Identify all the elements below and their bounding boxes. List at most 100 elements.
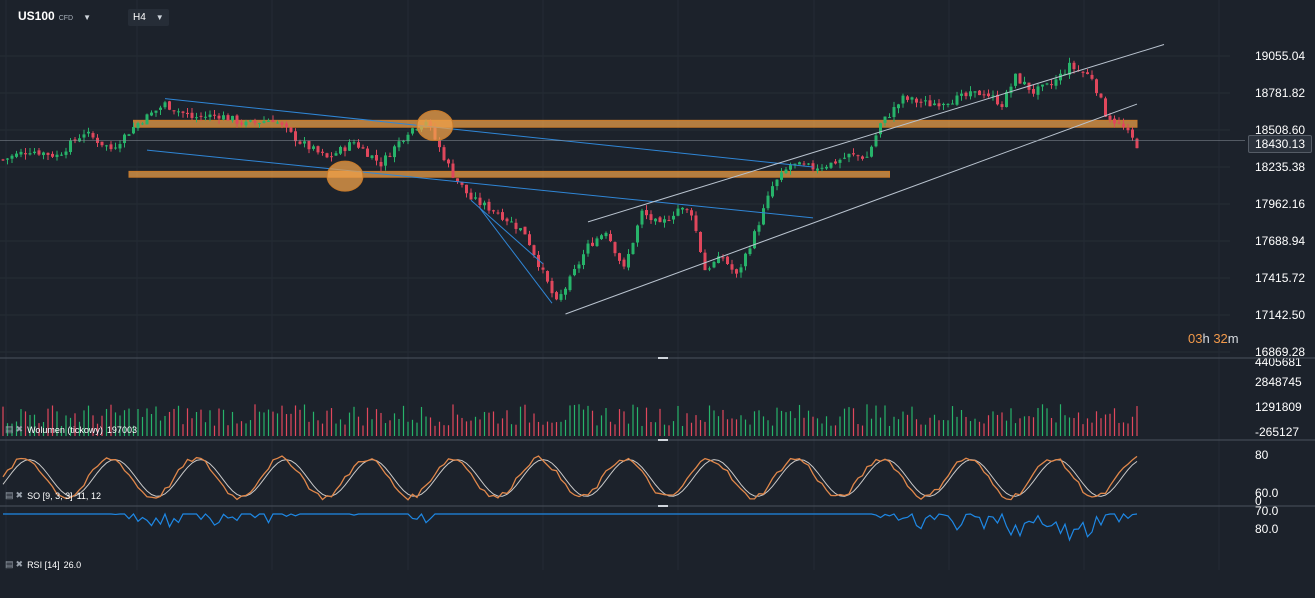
- rsi-pane: 80.0 70.0 60.0: [3, 486, 1279, 542]
- close-icon[interactable]: ✖: [15, 490, 24, 500]
- candle-body: [568, 276, 572, 291]
- candle-body: [1014, 73, 1017, 86]
- candle-body: [1063, 73, 1067, 75]
- candle-body: [1023, 81, 1026, 85]
- stochastic-signal-line: [2, 459, 1138, 497]
- candle-body: [802, 163, 806, 165]
- chart-toolbar: US100 CFD ▼ H4 ▼: [0, 0, 1230, 36]
- candle-body: [834, 161, 837, 164]
- candle-body: [627, 253, 630, 268]
- candle-body: [348, 142, 351, 151]
- candle-body: [478, 197, 482, 206]
- candle-body: [996, 94, 999, 105]
- candle-body: [42, 152, 45, 156]
- volume-label: Wolumen (tickowy): [27, 424, 103, 435]
- candle-body: [532, 245, 536, 256]
- candle-body: [33, 151, 36, 154]
- candle-body: [163, 102, 167, 108]
- candle-body: [352, 142, 356, 144]
- candle-body: [555, 292, 558, 300]
- candle-body: [847, 153, 851, 158]
- candle-body: [541, 267, 545, 270]
- settings-icon[interactable]: ▤: [5, 424, 14, 434]
- candle-body: [861, 156, 864, 159]
- candle-body: [208, 114, 212, 118]
- candle-body: [613, 242, 617, 254]
- candle-body: [739, 267, 743, 273]
- candle-body: [492, 210, 495, 212]
- candle-body: [766, 195, 770, 209]
- candle-body: [150, 112, 153, 116]
- candle-body: [384, 155, 387, 166]
- candle-body: [744, 253, 747, 267]
- candle-body: [645, 210, 648, 216]
- candle-body: [105, 145, 108, 147]
- stochastic-tick-label: 0: [1255, 494, 1262, 508]
- candle-body: [1054, 79, 1058, 86]
- candle-body: [960, 93, 963, 96]
- candle-body: [271, 120, 275, 123]
- highlight-ellipse: [326, 160, 364, 192]
- candle-body: [483, 202, 486, 206]
- chevron-down-icon: ▼: [155, 13, 164, 22]
- candle-body: [721, 257, 725, 259]
- candle-body: [357, 142, 360, 148]
- settings-icon[interactable]: ▤: [5, 490, 14, 500]
- candle-body: [1104, 98, 1107, 117]
- candle-body: [127, 134, 131, 136]
- candle-body: [618, 253, 621, 261]
- candle-body: [393, 146, 396, 158]
- candle-body: [564, 288, 567, 295]
- candle-body: [703, 252, 707, 271]
- candle-body: [132, 127, 135, 134]
- candle-body: [1117, 122, 1121, 124]
- pane-resize-handle: [658, 505, 668, 507]
- trend-lines[interactable]: [0, 44, 1245, 315]
- candle-body: [609, 233, 612, 242]
- candle-body: [1018, 73, 1022, 84]
- candle-body: [60, 154, 63, 156]
- candle-body: [843, 157, 846, 159]
- candle-body: [523, 226, 527, 235]
- countdown-minutes: 32: [1213, 331, 1228, 346]
- candle-body: [838, 159, 842, 163]
- candle-body: [172, 110, 176, 112]
- highlight-ellipses[interactable]: [326, 109, 454, 192]
- rsi-line: [3, 512, 1138, 542]
- horizontal-zones[interactable]: [128, 119, 1138, 178]
- candle-body: [289, 127, 293, 132]
- candle-body: [442, 147, 446, 161]
- candle-body: [280, 122, 284, 125]
- chevron-down-icon: ▼: [83, 13, 92, 22]
- price-tick-label: 16869.28: [1255, 345, 1305, 359]
- timeframe-selector[interactable]: H4 ▼: [128, 9, 169, 26]
- candle-body: [919, 101, 923, 103]
- candle-body: [186, 112, 189, 115]
- price-tick-label: 17962.16: [1255, 197, 1305, 211]
- close-icon[interactable]: ✖: [15, 424, 24, 434]
- candle-body: [244, 121, 248, 126]
- candle-body: [91, 133, 95, 138]
- candle-body: [100, 141, 104, 146]
- candle-body: [55, 154, 59, 158]
- candle-body: [888, 117, 891, 119]
- zone-rect: [133, 119, 1138, 128]
- candle-body: [654, 218, 657, 222]
- candle-body: [343, 147, 347, 152]
- pane-separators: [0, 357, 1315, 598]
- candle-body: [537, 254, 540, 268]
- candle-body: [1041, 84, 1044, 87]
- price-tick-label: 18235.38: [1255, 160, 1305, 174]
- candle-body: [496, 212, 500, 214]
- price-tick-label: 17415.72: [1255, 271, 1305, 285]
- close-icon[interactable]: ✖: [15, 559, 24, 569]
- volume-tick-label: -265127: [1255, 425, 1299, 439]
- candle-body: [748, 248, 752, 255]
- symbol-selector[interactable]: US100 CFD ▼: [18, 9, 91, 23]
- settings-icon[interactable]: ▤: [5, 559, 14, 569]
- candle-body: [1050, 84, 1053, 86]
- candle-body: [640, 210, 644, 225]
- candle-body: [825, 166, 828, 169]
- candle-body: [501, 212, 504, 220]
